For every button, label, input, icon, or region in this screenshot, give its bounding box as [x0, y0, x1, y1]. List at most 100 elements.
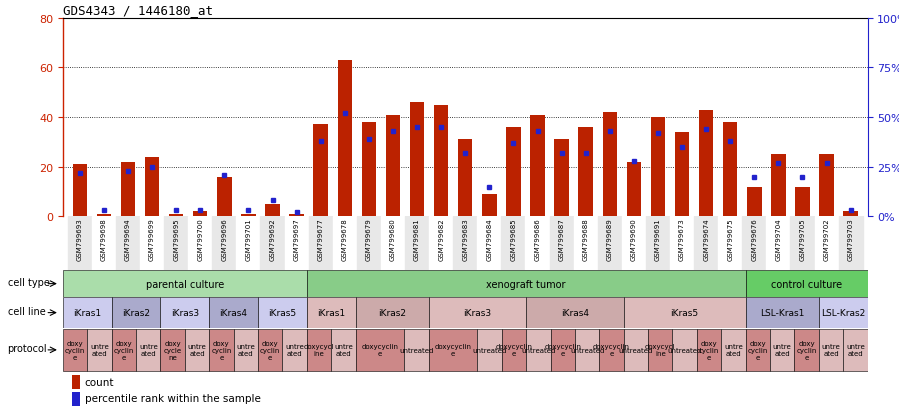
- Bar: [185, 329, 209, 371]
- Bar: [718, 217, 743, 271]
- Text: untreated: untreated: [619, 347, 653, 353]
- Text: GSM799705: GSM799705: [799, 218, 806, 261]
- Bar: [526, 329, 550, 371]
- Text: untreated: untreated: [667, 347, 702, 353]
- Text: GSM799682: GSM799682: [438, 218, 444, 261]
- Bar: [355, 298, 429, 328]
- Text: doxy
cyclin
e: doxy cyclin e: [65, 340, 85, 360]
- Text: GSM799688: GSM799688: [583, 218, 589, 261]
- Text: doxycyclin
e: doxycyclin e: [495, 344, 532, 356]
- Bar: [648, 329, 672, 371]
- Bar: [796, 187, 810, 217]
- Bar: [405, 217, 429, 271]
- Text: GSM799673: GSM799673: [679, 218, 685, 261]
- Bar: [721, 329, 745, 371]
- Bar: [258, 329, 282, 371]
- Text: GSM799683: GSM799683: [462, 218, 468, 261]
- Text: untreated: untreated: [521, 347, 556, 353]
- Bar: [699, 110, 714, 217]
- Text: doxycycl
ine: doxycycl ine: [304, 344, 334, 356]
- Bar: [525, 217, 549, 271]
- Text: doxycyclin
e: doxycyclin e: [544, 344, 582, 356]
- Bar: [694, 217, 718, 271]
- Bar: [627, 162, 641, 217]
- Text: GSM799680: GSM799680: [390, 218, 396, 261]
- Bar: [434, 105, 449, 217]
- Bar: [63, 271, 307, 297]
- Bar: [429, 329, 477, 371]
- Bar: [265, 204, 280, 217]
- Bar: [145, 157, 159, 217]
- Text: iKras3: iKras3: [171, 309, 199, 317]
- Text: GSM799684: GSM799684: [486, 218, 493, 261]
- Text: GSM799691: GSM799691: [655, 218, 661, 261]
- Bar: [355, 329, 405, 371]
- Bar: [111, 298, 160, 328]
- Bar: [116, 217, 140, 271]
- Bar: [790, 217, 814, 271]
- Text: doxy
cyclin
e: doxy cyclin e: [211, 340, 232, 360]
- Bar: [770, 329, 795, 371]
- Bar: [111, 329, 136, 371]
- Bar: [241, 214, 255, 217]
- Text: untre
ated: untre ated: [822, 344, 841, 356]
- Text: doxy
cyclin
e: doxy cyclin e: [260, 340, 280, 360]
- Bar: [193, 212, 208, 217]
- Bar: [672, 329, 697, 371]
- Text: GSM799687: GSM799687: [558, 218, 565, 261]
- Bar: [675, 133, 690, 217]
- Bar: [169, 214, 183, 217]
- Bar: [140, 217, 165, 271]
- Bar: [839, 217, 863, 271]
- Text: untre
ated: untre ated: [188, 344, 207, 356]
- Text: doxy
cyclin
e: doxy cyclin e: [797, 340, 817, 360]
- Text: untreated: untreated: [473, 347, 507, 353]
- Bar: [357, 217, 381, 271]
- Bar: [236, 217, 261, 271]
- Bar: [209, 329, 234, 371]
- Bar: [502, 217, 525, 271]
- Text: GSM799702: GSM799702: [823, 218, 830, 261]
- Text: GSM799699: GSM799699: [149, 218, 155, 261]
- Bar: [530, 115, 545, 217]
- Bar: [97, 214, 111, 217]
- Text: GSM799701: GSM799701: [245, 218, 252, 261]
- Bar: [578, 128, 593, 217]
- Bar: [745, 271, 868, 297]
- Bar: [819, 298, 868, 328]
- Bar: [63, 298, 111, 328]
- Bar: [598, 217, 622, 271]
- Bar: [307, 271, 745, 297]
- Bar: [502, 329, 526, 371]
- Text: iKras1: iKras1: [317, 309, 345, 317]
- Text: doxycyclin
e: doxycyclin e: [593, 344, 630, 356]
- Text: GSM799693: GSM799693: [76, 218, 83, 261]
- Bar: [549, 217, 574, 271]
- Bar: [160, 298, 209, 328]
- Text: GSM799700: GSM799700: [197, 218, 203, 261]
- Text: untreated: untreated: [570, 347, 604, 353]
- Text: GSM799676: GSM799676: [752, 218, 757, 261]
- Text: GSM799690: GSM799690: [631, 218, 636, 261]
- Text: untre
ated: untre ated: [285, 344, 304, 356]
- Text: iKras5: iKras5: [671, 309, 699, 317]
- Text: doxy
cyclin
e: doxy cyclin e: [748, 340, 768, 360]
- Text: GSM799685: GSM799685: [511, 218, 516, 261]
- Bar: [333, 217, 357, 271]
- Bar: [410, 103, 424, 217]
- Text: iKras4: iKras4: [219, 309, 247, 317]
- Bar: [602, 113, 617, 217]
- Text: untre
ated: untre ated: [138, 344, 157, 356]
- Text: GSM799703: GSM799703: [848, 218, 854, 261]
- Bar: [234, 329, 258, 371]
- Bar: [723, 123, 737, 217]
- Bar: [771, 155, 786, 217]
- Bar: [361, 123, 376, 217]
- Text: count: count: [85, 377, 114, 387]
- Bar: [120, 162, 135, 217]
- Bar: [282, 329, 307, 371]
- Bar: [386, 115, 400, 217]
- Bar: [73, 165, 87, 217]
- Text: percentile rank within the sample: percentile rank within the sample: [85, 394, 261, 404]
- Bar: [72, 392, 80, 406]
